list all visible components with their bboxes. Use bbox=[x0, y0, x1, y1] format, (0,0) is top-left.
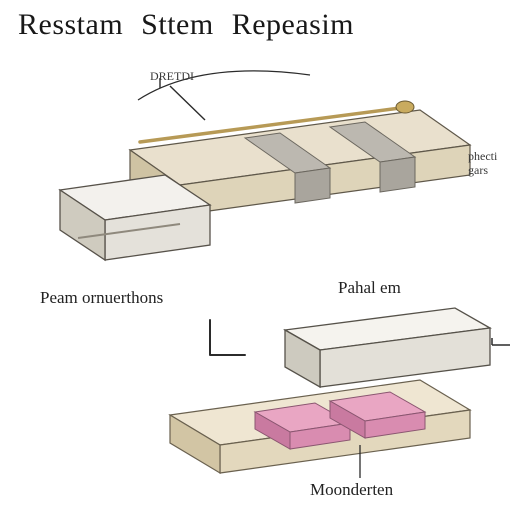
lower-bracket bbox=[210, 320, 245, 355]
lower-assembly bbox=[0, 0, 512, 512]
lower-leader-right bbox=[492, 338, 510, 345]
diagram-canvas: Resstam Sttem Repeasim bbox=[0, 0, 512, 512]
lower-top-bar bbox=[285, 308, 490, 387]
label-bottom: Moonderten bbox=[310, 480, 393, 500]
